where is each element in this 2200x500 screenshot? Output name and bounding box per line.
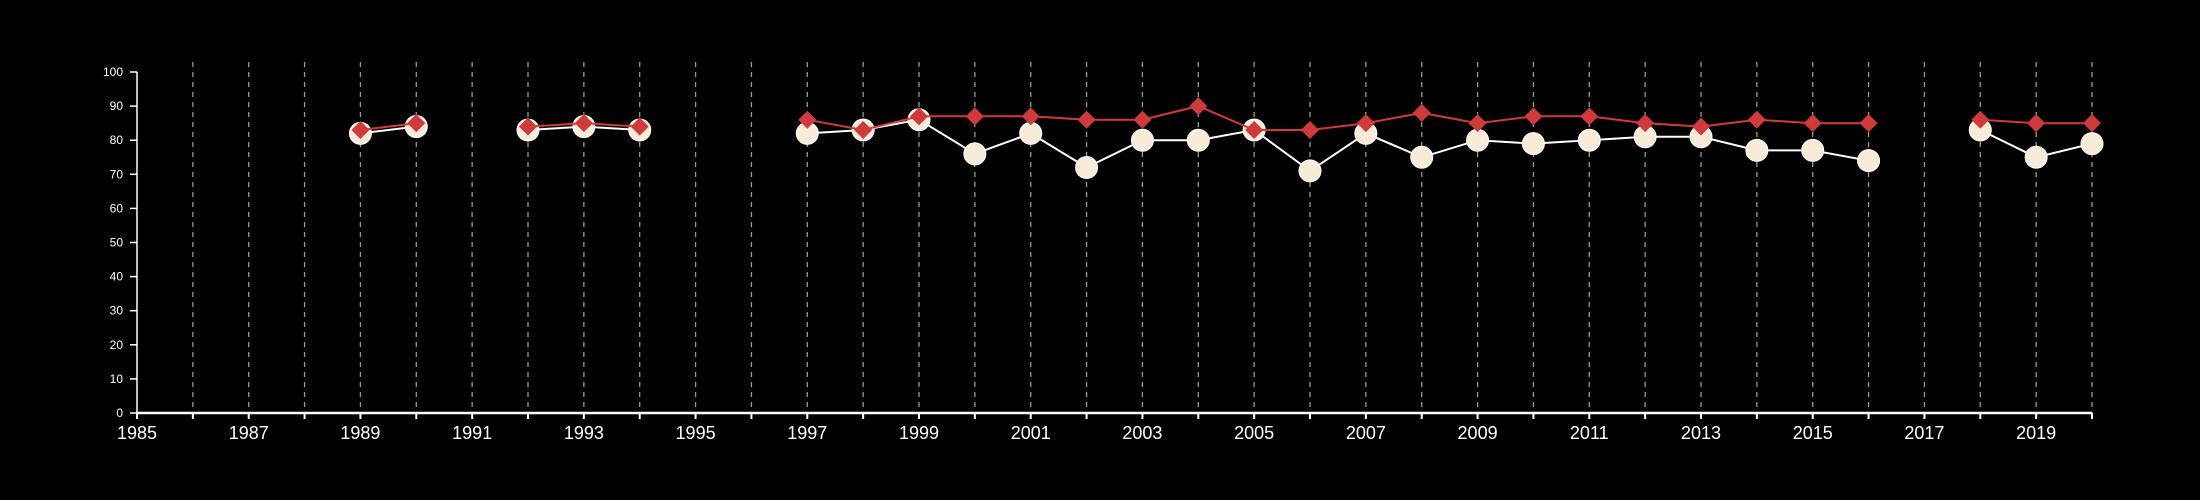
x-tick-label-2013: 2013	[1681, 423, 1721, 443]
red-point-1997	[798, 110, 817, 129]
y-tick-label-40: 40	[110, 270, 124, 284]
x-tick-label-2001: 2001	[1011, 423, 1051, 443]
red-point-2002	[1077, 110, 1096, 129]
x-tick-label-2009: 2009	[1458, 423, 1498, 443]
x-tick-label-1999: 1999	[899, 423, 939, 443]
red-point-2016	[1859, 114, 1878, 133]
red-point-2005	[1245, 120, 1264, 139]
cream-point-2006	[1298, 159, 1322, 183]
y-tick-label-90: 90	[110, 99, 124, 113]
y-tick-label-10: 10	[110, 372, 124, 386]
y-tick-label-20: 20	[110, 338, 124, 352]
red-point-2007	[1356, 114, 1375, 133]
x-tick-label-1991: 1991	[452, 423, 492, 443]
red-point-1994	[630, 117, 649, 136]
red-point-2015	[1803, 114, 1822, 133]
x-tick-label-1985: 1985	[117, 423, 157, 443]
cream-point-2008	[1410, 145, 1434, 169]
red-series-line-0	[360, 122, 417, 131]
red-point-2006	[1301, 120, 1319, 139]
red-point-1993	[574, 114, 593, 133]
vertical-gridlines	[192, 62, 2093, 413]
cream-point-2016	[1857, 149, 1881, 173]
y-tick-label-80: 80	[110, 133, 124, 147]
red-point-2018	[1971, 110, 1990, 129]
y-tick-label-100: 100	[103, 65, 123, 79]
cream-point-2019	[2024, 145, 2048, 169]
red-point-1990	[407, 114, 426, 133]
red-series-line-2	[807, 105, 1869, 132]
x-tick-label-2017: 2017	[1904, 423, 1944, 443]
red-point-2009	[1468, 114, 1487, 133]
axes: 0 10 20 30 40 50 60 70 80 90 100 1985 1987 1989 1991 19…	[103, 65, 2093, 443]
red-point-2003	[1133, 110, 1152, 129]
x-tick-label-2003: 2003	[1122, 423, 1162, 443]
cream-point-2011	[1577, 128, 1601, 152]
cream-point-2015	[1801, 138, 1825, 162]
red-point-2019	[2027, 114, 2046, 133]
cream-point-2009	[1466, 128, 1490, 152]
series	[348, 97, 2104, 183]
cream-point-2014	[1745, 138, 1769, 162]
y-tick-label-70: 70	[110, 167, 124, 181]
x-tick-label-1997: 1997	[787, 423, 827, 443]
red-point-1992	[519, 117, 537, 136]
x-tick-label-1989: 1989	[340, 423, 380, 443]
red-point-2010	[1524, 107, 1543, 126]
cream-point-2010	[1521, 132, 1545, 156]
red-point-2012	[1636, 114, 1655, 133]
red-point-2014	[1747, 110, 1766, 129]
red-point-2011	[1580, 107, 1599, 126]
red-point-2004	[1189, 97, 1208, 116]
red-point-1989	[351, 120, 370, 139]
y-tick-label-0: 0	[116, 406, 123, 420]
red-point-2001	[1021, 107, 1040, 126]
red-point-2008	[1412, 103, 1431, 122]
x-tick-label-2015: 2015	[1793, 423, 1833, 443]
cream-point-2020	[2080, 132, 2104, 156]
x-tick-label-1993: 1993	[564, 423, 604, 443]
cream-point-2004	[1186, 128, 1210, 152]
red-point-1999	[910, 107, 928, 126]
cream-point-2001	[1019, 121, 1043, 145]
red-point-2000	[965, 107, 984, 126]
cream-point-2003	[1130, 128, 1154, 152]
cream-point-2000	[963, 142, 987, 166]
y-tick-label-30: 30	[110, 304, 124, 318]
y-tick-label-60: 60	[110, 201, 124, 215]
x-tick-label-2019: 2019	[2016, 423, 2056, 443]
red-point-2013	[1692, 117, 1710, 136]
x-tick-label-2007: 2007	[1346, 423, 1386, 443]
cream-point-2002	[1075, 155, 1099, 179]
x-tick-label-1987: 1987	[229, 423, 269, 443]
red-point-2020	[2083, 114, 2101, 133]
red-point-1998	[854, 120, 873, 139]
x-tick-label-2005: 2005	[1234, 423, 1274, 443]
x-tick-label-1995: 1995	[676, 423, 716, 443]
x-tick-label-2011: 2011	[1570, 423, 1609, 443]
y-tick-label-50: 50	[110, 236, 124, 250]
